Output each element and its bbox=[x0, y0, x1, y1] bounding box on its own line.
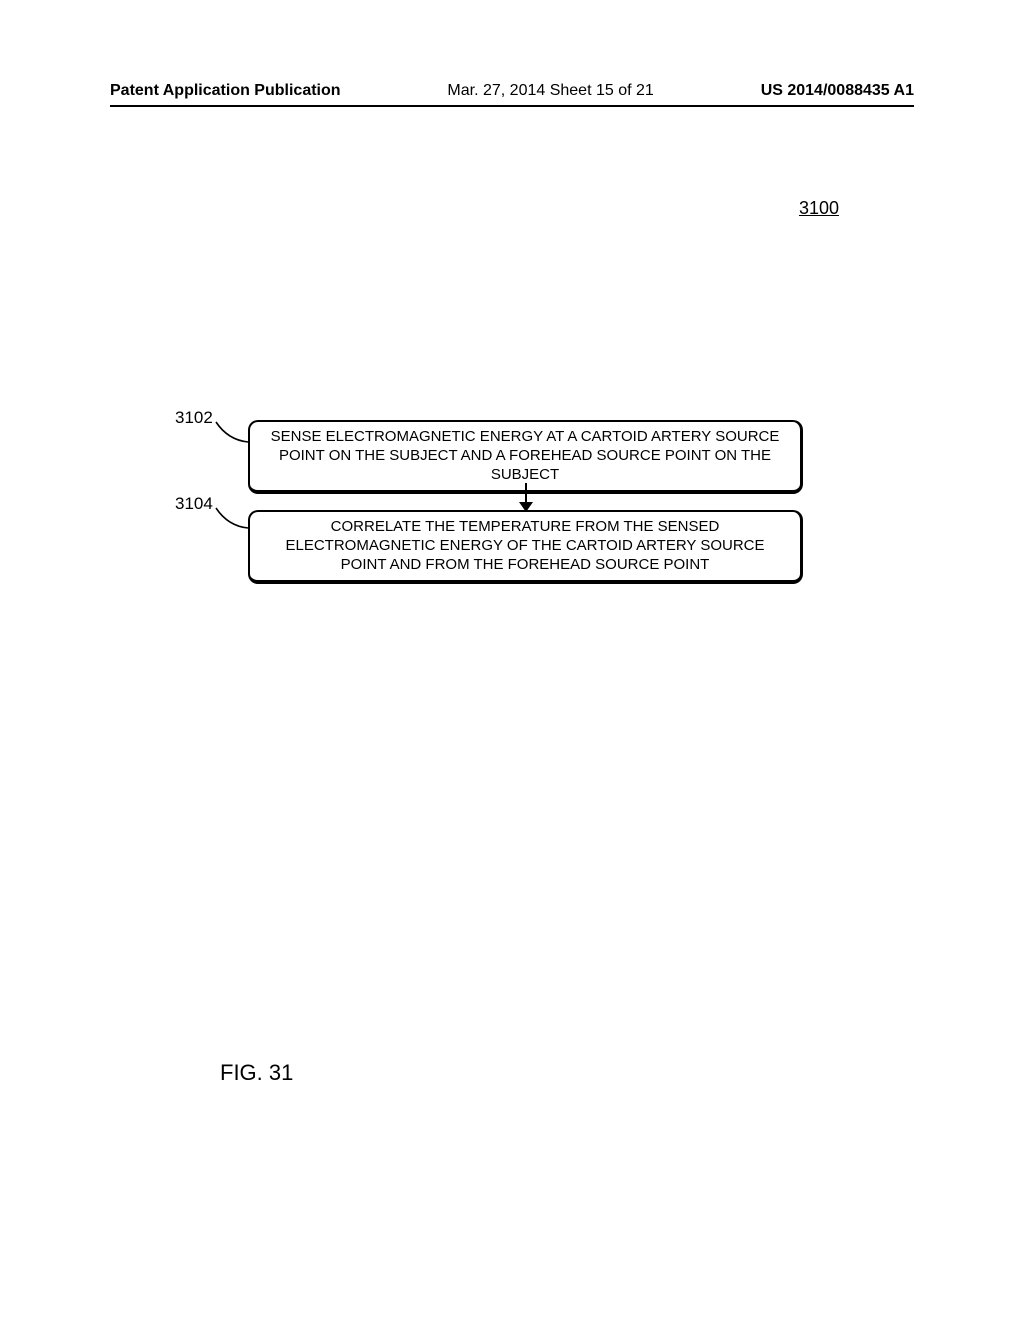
callout-label-3104: 3104 bbox=[175, 494, 213, 514]
figure-reference-number: 3100 bbox=[799, 198, 839, 219]
flow-box-correlate-text: CORRELATE THE TEMPERATURE FROM THE SENSE… bbox=[286, 518, 765, 573]
header-publication-type: Patent Application Publication bbox=[110, 82, 341, 100]
callout-leader-3102 bbox=[210, 418, 250, 448]
callout-label-3102: 3102 bbox=[175, 408, 213, 428]
page-header: Patent Application Publication Mar. 27, … bbox=[110, 82, 914, 100]
callout-leader-3104 bbox=[210, 504, 250, 534]
header-date-sheet: Mar. 27, 2014 Sheet 15 of 21 bbox=[447, 82, 653, 100]
header-rule bbox=[110, 105, 914, 107]
patent-page: Patent Application Publication Mar. 27, … bbox=[0, 0, 1024, 1320]
header-publication-number: US 2014/0088435 A1 bbox=[761, 82, 914, 100]
flow-box-sense-text: SENSE ELECTROMAGNETIC ENERGY AT A CARTOI… bbox=[271, 428, 780, 483]
figure-caption: FIG. 31 bbox=[220, 1060, 293, 1086]
flow-box-correlate: CORRELATE THE TEMPERATURE FROM THE SENSE… bbox=[248, 510, 803, 584]
